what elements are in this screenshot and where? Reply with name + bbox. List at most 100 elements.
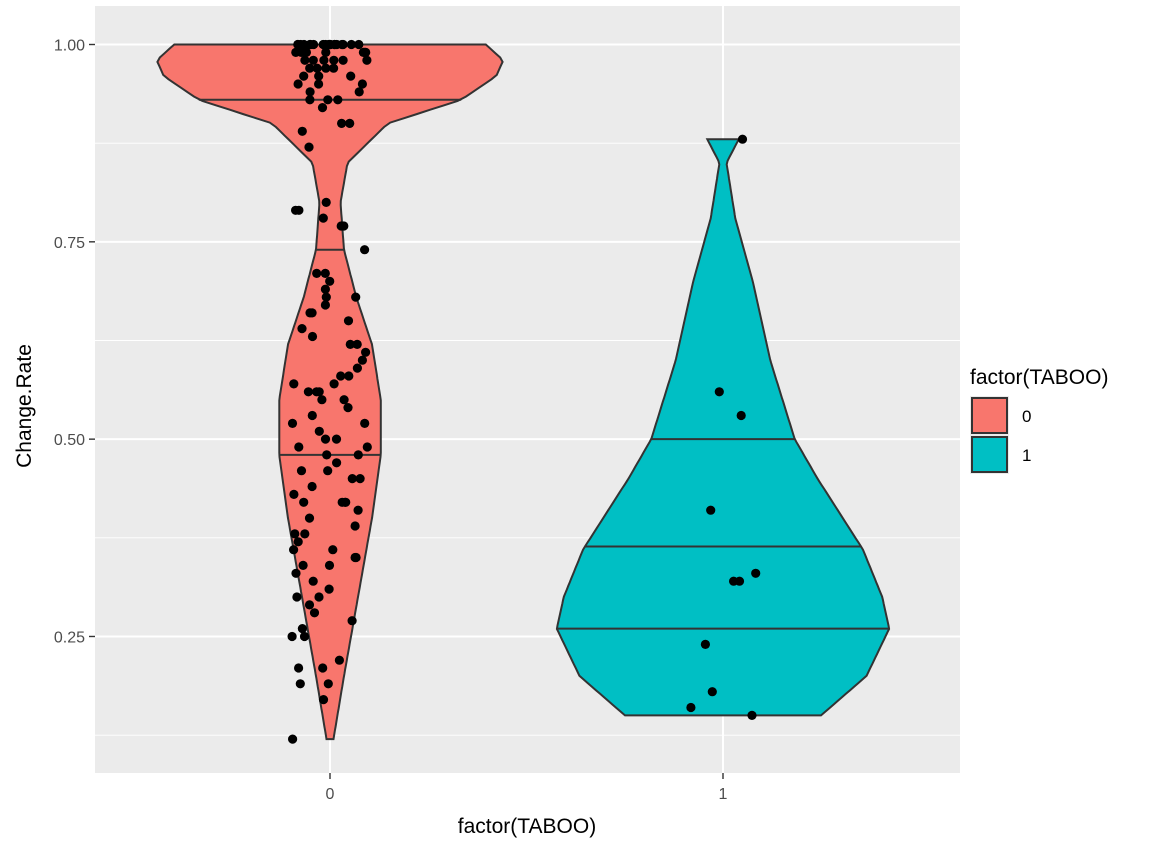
data-point-group-0-35 bbox=[305, 63, 315, 73]
data-point-group-0-66 bbox=[321, 292, 331, 302]
data-point-group-0-64 bbox=[320, 284, 330, 294]
data-point-group-0-100 bbox=[296, 466, 307, 476]
data-point-group-0-87 bbox=[343, 403, 353, 413]
data-point-group-0-75 bbox=[361, 347, 371, 357]
data-point-group-0-112 bbox=[300, 529, 310, 539]
data-point-group-0-130 bbox=[299, 631, 310, 642]
violin-layer bbox=[156, 43, 891, 741]
data-point-group-1-6 bbox=[729, 576, 739, 586]
data-point-group-0-46 bbox=[323, 95, 333, 105]
data-point-group-0-134 bbox=[318, 663, 328, 673]
data-point-group-1-7 bbox=[700, 639, 711, 650]
data-point-group-0-109 bbox=[353, 505, 363, 515]
data-point-group-0-40 bbox=[314, 71, 324, 81]
data-point-group-0-122 bbox=[308, 576, 318, 586]
data-point-group-0-92 bbox=[331, 434, 342, 444]
data-point-group-0-86 bbox=[339, 395, 349, 405]
data-point-group-0-25 bbox=[321, 47, 331, 58]
data-point-group-0-49 bbox=[317, 103, 328, 113]
x-tick-label-1: 1 bbox=[719, 786, 728, 803]
y-tick-label-2: 0.75 bbox=[54, 235, 85, 252]
data-point-group-0-57 bbox=[318, 213, 328, 223]
data-point-group-0-65 bbox=[351, 292, 361, 302]
data-point-group-0-67 bbox=[320, 300, 330, 310]
data-point-group-0-94 bbox=[294, 442, 304, 452]
data-point-group-0-70 bbox=[343, 316, 354, 326]
data-point-group-0-69 bbox=[305, 308, 315, 318]
data-point-group-0-73 bbox=[345, 339, 355, 349]
data-point-group-1-4 bbox=[751, 568, 761, 578]
data-point-group-0-120 bbox=[324, 560, 335, 571]
legend-swatch-1 bbox=[971, 436, 1008, 473]
x-tick-label-0: 0 bbox=[326, 786, 335, 803]
data-point-group-0-128 bbox=[347, 616, 357, 626]
y-tick-label-3: 1.00 bbox=[54, 38, 85, 55]
legend: factor(TABOO) 01 bbox=[970, 366, 1108, 474]
y-tick-label-1: 0.50 bbox=[54, 432, 85, 449]
y-tick-label-0: 0.25 bbox=[54, 629, 85, 646]
data-point-group-0-104 bbox=[289, 489, 299, 499]
data-point-group-1-9 bbox=[686, 702, 696, 713]
x-axis-title: factor(TABOO) bbox=[458, 815, 596, 838]
data-point-group-0-7 bbox=[354, 39, 364, 50]
data-point-group-1-3 bbox=[706, 505, 716, 515]
data-point-group-0-90 bbox=[287, 418, 298, 428]
data-point-group-0-118 bbox=[351, 552, 361, 563]
data-point-group-0-19 bbox=[324, 39, 334, 50]
data-point-group-0-44 bbox=[305, 87, 315, 97]
violin-group-1 bbox=[555, 138, 891, 717]
data-point-group-0-81 bbox=[289, 379, 299, 389]
data-point-group-0-88 bbox=[307, 410, 317, 421]
data-point-group-0-45 bbox=[354, 87, 364, 97]
data-point-group-0-78 bbox=[344, 371, 354, 381]
data-point-group-0-16 bbox=[338, 39, 348, 50]
data-point-group-0-28 bbox=[319, 55, 329, 65]
data-point-group-0-113 bbox=[290, 529, 300, 539]
data-point-group-1-1 bbox=[714, 387, 724, 397]
data-point-group-0-97 bbox=[353, 450, 363, 460]
data-point-group-0-37 bbox=[312, 63, 322, 73]
data-point-group-0-17 bbox=[299, 39, 309, 50]
data-point-group-0-99 bbox=[323, 466, 333, 476]
data-point-group-0-93 bbox=[320, 434, 331, 444]
data-point-group-0-103 bbox=[307, 481, 317, 492]
data-point-group-0-95 bbox=[362, 442, 372, 452]
points-layer bbox=[287, 39, 761, 744]
legend-swatch-0 bbox=[971, 397, 1008, 434]
data-point-group-0-56 bbox=[291, 205, 301, 215]
data-point-group-0-132 bbox=[334, 655, 344, 665]
data-point-group-0-34 bbox=[321, 63, 331, 73]
data-point-group-0-124 bbox=[292, 592, 302, 602]
data-point-group-0-138 bbox=[288, 734, 298, 744]
data-point-group-0-11 bbox=[346, 39, 356, 50]
data-point-group-0-42 bbox=[293, 79, 303, 89]
data-point-group-0-85 bbox=[317, 395, 327, 405]
data-point-group-0-115 bbox=[289, 545, 299, 555]
data-point-group-0-76 bbox=[357, 355, 367, 365]
data-point-group-0-136 bbox=[323, 679, 333, 689]
data-point-group-0-62 bbox=[320, 268, 330, 278]
data-point-group-0-116 bbox=[328, 545, 338, 555]
violin-group-0 bbox=[156, 43, 504, 741]
data-point-group-0-114 bbox=[293, 537, 303, 547]
data-point-group-0-131 bbox=[287, 631, 297, 642]
data-point-group-0-108 bbox=[337, 497, 347, 507]
data-point-group-0-89 bbox=[360, 418, 370, 428]
data-point-group-0-96 bbox=[322, 450, 332, 460]
data-point-group-0-133 bbox=[294, 663, 304, 673]
data-point-group-0-123 bbox=[324, 584, 334, 594]
data-point-group-0-80 bbox=[329, 379, 339, 389]
data-point-group-0-101 bbox=[347, 474, 357, 484]
data-point-group-0-127 bbox=[309, 608, 320, 618]
data-point-group-0-105 bbox=[299, 497, 309, 507]
y-axis-title: Change.Rate bbox=[13, 344, 36, 468]
data-point-group-0-48 bbox=[333, 95, 343, 105]
data-point-group-0-137 bbox=[318, 695, 329, 705]
data-point-group-0-29 bbox=[329, 55, 339, 65]
data-point-group-0-102 bbox=[355, 474, 365, 484]
data-point-group-0-74 bbox=[352, 339, 362, 349]
data-point-group-0-53 bbox=[304, 142, 314, 152]
legend-title: factor(TABOO) bbox=[970, 366, 1108, 389]
data-point-group-0-30 bbox=[338, 55, 348, 65]
data-point-group-1-2 bbox=[736, 410, 746, 421]
